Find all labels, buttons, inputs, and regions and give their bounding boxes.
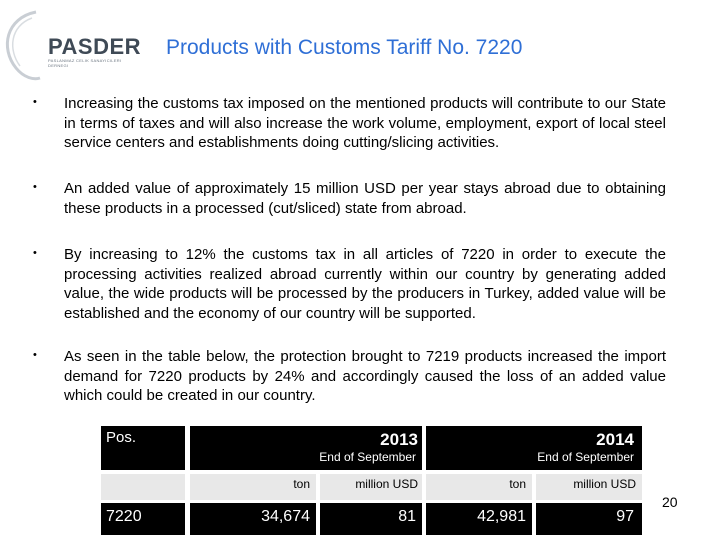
bullet-marker: •: [33, 181, 37, 193]
table-unit-ton-2013-cell: [190, 474, 316, 500]
table-unit-pos-cell: [101, 474, 185, 500]
logo-tagline-2: DERNEGI: [48, 63, 69, 68]
table-row-usd-2014-cell: [536, 503, 642, 535]
table-header-year-2013: 2013: [380, 430, 418, 449]
pasder-logo: PASDER PASLANMAZ CELIK SANAYICILERI DERN…: [48, 34, 142, 69]
bullet-marker: •: [33, 247, 37, 259]
logo-tagline-1: PASLANMAZ CELIK SANAYICILERI: [48, 58, 122, 63]
table-unit-usd-2014: million USD: [573, 477, 636, 491]
table-unit-usd-2013: million USD: [355, 477, 418, 491]
table-unit-ton-2014-cell: [426, 474, 532, 500]
table-header-period-2014: End of September: [537, 450, 634, 464]
table-header-pos-cell: [101, 426, 185, 470]
page-number: 20: [662, 494, 678, 510]
table-unit-usd-2013-cell: [320, 474, 422, 500]
table-row-ton-2014-cell: [426, 503, 532, 535]
table-header-pos: Pos.: [106, 429, 137, 446]
logo-wordmark: PASDER: [48, 34, 142, 59]
table-unit-ton-2014: ton: [509, 477, 526, 491]
table-cell-usd-2014: 97: [616, 508, 634, 525]
table-cell-usd-2013: 81: [398, 508, 416, 525]
table-cell-ton-2013: 34,674: [261, 508, 310, 525]
table-header-period-2013: End of September: [319, 450, 416, 464]
logo-arc-graphic: [5, 10, 41, 81]
table-row-pos-cell: [101, 503, 185, 535]
bullet-marker: •: [33, 349, 37, 361]
table-unit-usd-2014-cell: [536, 474, 642, 500]
page-title: Products with Customs Tariff No. 7220: [166, 36, 523, 59]
table-cell-ton-2014: 42,981: [477, 508, 526, 525]
table-header-year-2014: 2014: [596, 430, 634, 449]
table-row-ton-2013-cell: [190, 503, 316, 535]
bullet-item: As seen in the table below, the protecti…: [64, 348, 666, 404]
bullet-item: By increasing to 12% the customs tax in …: [64, 246, 666, 322]
table-unit-ton-2013: ton: [293, 477, 310, 491]
table-row-usd-2013-cell: [320, 503, 422, 535]
bullet-item: An added value of approximately 15 milli…: [64, 180, 666, 217]
bullet-marker: •: [33, 96, 37, 108]
table-cell-pos: 7220: [106, 508, 142, 525]
table-header-2013-cell: [190, 426, 422, 470]
bullet-item: Increasing the customs tax imposed on th…: [64, 95, 666, 151]
table-header-2014-cell: [426, 426, 642, 470]
